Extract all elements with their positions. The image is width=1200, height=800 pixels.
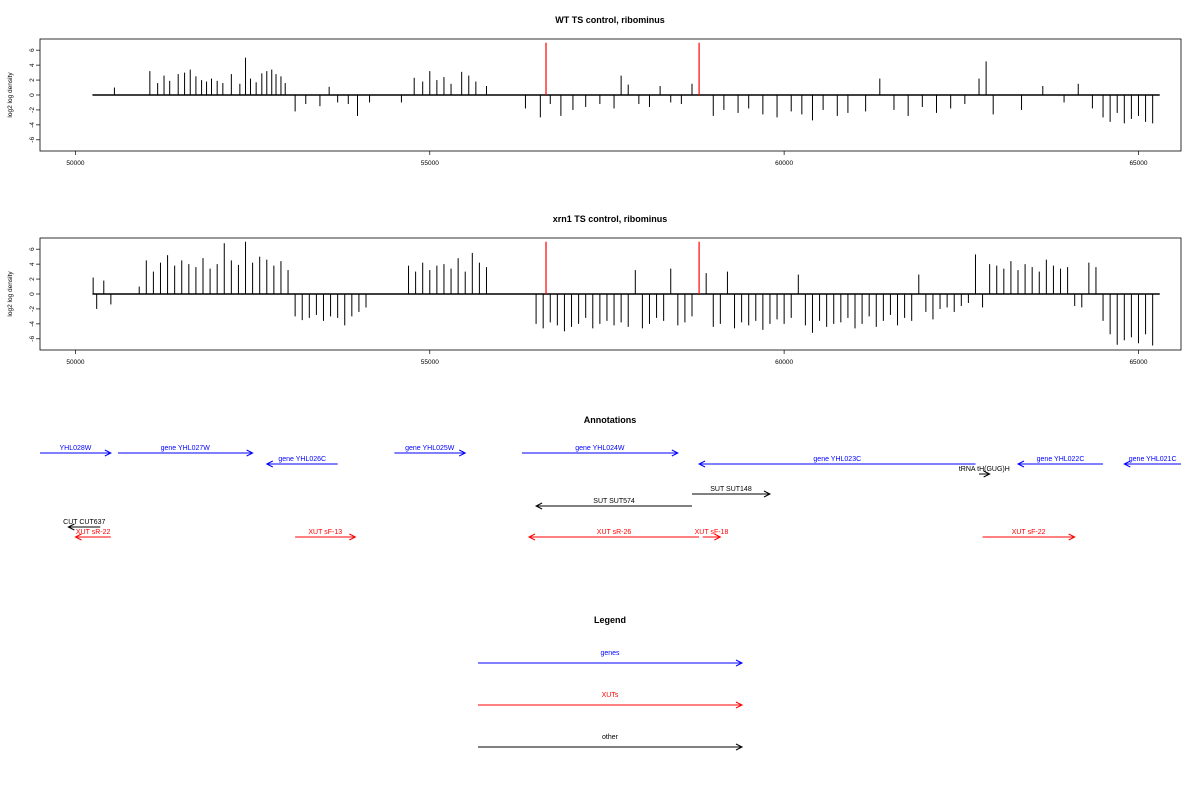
legend-label-xut: XUTs xyxy=(602,692,619,699)
annotation-label: gene YHL023C xyxy=(813,456,861,463)
annotation-arrow-xut-head xyxy=(527,533,536,541)
wt-y-tick-label: 0 xyxy=(29,93,36,97)
legend-arrow-gene-head xyxy=(735,659,744,667)
annotation-label: gene YHL026C xyxy=(278,456,326,463)
annotation-label: gene YHL021C xyxy=(1129,456,1177,463)
annotation-label: XUT sF-13 xyxy=(308,529,342,536)
annotation-label: CUT CUT637 xyxy=(63,519,105,526)
wt-x-tick-label: 50000 xyxy=(66,160,84,167)
wt-panel: WT TS control, ribominus log2 log densit… xyxy=(7,15,1182,167)
annotation-label: SUT SUT574 xyxy=(593,498,635,505)
xrn1-y-tick-label: 4 xyxy=(29,262,36,266)
xrn1-x-tick-label: 60000 xyxy=(775,359,793,366)
annotation-arrow-other-head xyxy=(983,470,991,478)
xrn1-y-tick-label: -4 xyxy=(29,321,36,327)
annotation-label: XUT sR-22 xyxy=(76,529,111,536)
annotation-label: SUT SUT148 xyxy=(710,486,752,493)
xrn1-panel: xrn1 TS control, ribominus log2 log dens… xyxy=(7,214,1182,366)
annotation-arrow-gene-head xyxy=(246,449,254,457)
xrn1-panel-title: xrn1 TS control, ribominus xyxy=(553,214,668,224)
wt-y-axis-label: log2 log density xyxy=(7,72,14,118)
xrn1-plot-area: -6 -4 -2 0 2 4 6 50000 55000 60000 65000 xyxy=(29,241,1160,366)
legend-label-other: other xyxy=(602,734,619,741)
annotation-label: gene YHL025W xyxy=(405,445,455,452)
annotation-tracks: YHL028W gene YHL027W gene YHL026C gene YHL0… xyxy=(40,445,1181,541)
legend-label-gene: genes xyxy=(600,650,620,657)
annotation-label: tRNA tH(GUG)H xyxy=(959,466,1010,473)
wt-x-tick-label: 65000 xyxy=(1129,160,1147,167)
annotation-arrow-xut-head xyxy=(1068,533,1076,541)
wt-x-tick-label: 55000 xyxy=(421,160,439,167)
xrn1-y-tick-label: -6 xyxy=(29,336,36,342)
xrn1-x-tick-label: 65000 xyxy=(1129,359,1147,366)
wt-plot-area: -6 -4 -2 0 2 4 6 50000 55000 60000 65000 xyxy=(29,42,1160,167)
wt-y-tick-label: 2 xyxy=(29,78,36,82)
annotation-arrow-gene-head xyxy=(104,449,112,457)
annotation-label: gene YHL027W xyxy=(161,445,211,452)
wt-y-tick-label: -4 xyxy=(29,122,36,128)
annotation-arrow-gene-head xyxy=(458,449,467,457)
annotation-arrow-other-head xyxy=(67,523,75,531)
legend-items: genes XUTs other xyxy=(478,650,744,751)
annotation-arrow-gene-head xyxy=(1016,460,1025,468)
xrn1-x-tick-label: 50000 xyxy=(66,359,84,366)
annotation-arrow-gene-head xyxy=(697,460,706,468)
annotation-arrow-other-head xyxy=(534,502,543,510)
annotation-label: YHL028W xyxy=(59,445,91,452)
annotations-title: Annotations xyxy=(584,415,637,425)
wt-x-tick-label: 60000 xyxy=(775,160,793,167)
xrn1-y-tick-label: 0 xyxy=(29,292,36,296)
xrn1-y-tick-label: 2 xyxy=(29,277,36,281)
annotation-arrow-gene-head xyxy=(265,460,274,468)
wt-y-tick-label: -2 xyxy=(29,107,36,113)
wt-y-tick-label: -6 xyxy=(29,137,36,143)
wt-panel-title: WT TS control, ribominus xyxy=(555,15,665,25)
annotation-label: gene YHL022C xyxy=(1037,456,1085,463)
annotation-label: gene YHL024W xyxy=(575,445,625,452)
annotation-arrow-gene-head xyxy=(671,449,679,457)
annotation-arrow-xut-head xyxy=(714,533,722,541)
xrn1-y-tick-label: -2 xyxy=(29,306,36,312)
wt-y-tick-label: 4 xyxy=(29,63,36,67)
annotations-panel: Annotations YHL028W gene YHL027W gene YHL0… xyxy=(40,415,1181,541)
annotation-arrow-xut-head xyxy=(349,533,357,541)
annotation-label: XUT sR-26 xyxy=(597,529,632,536)
annotation-label: XUT sF-22 xyxy=(1012,529,1046,536)
legend-title: Legend xyxy=(594,615,626,625)
legend-panel: Legend genes XUTs other xyxy=(478,615,744,751)
annotation-label: XUT sF-18 xyxy=(695,529,729,536)
legend-arrow-other-head xyxy=(735,743,744,751)
wt-y-tick-label: 6 xyxy=(29,48,36,52)
annotation-arrow-xut-head xyxy=(74,533,82,541)
xrn1-y-tick-label: 6 xyxy=(29,247,36,251)
legend-arrow-xut-head xyxy=(735,701,744,709)
xrn1-x-tick-label: 55000 xyxy=(421,359,439,366)
annotation-arrow-other-head xyxy=(763,490,772,498)
annotation-arrow-gene-head xyxy=(1123,460,1131,468)
xrn1-y-axis-label: log2 log density xyxy=(7,271,14,317)
